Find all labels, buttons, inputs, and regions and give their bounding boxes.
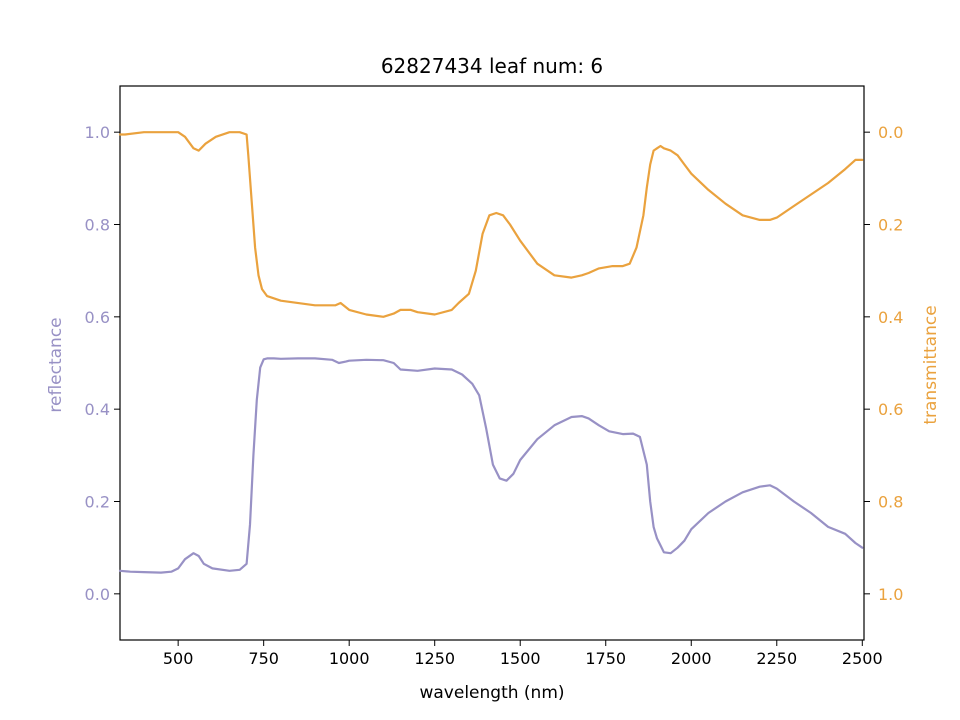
x-tick-label: 1500 <box>500 649 541 668</box>
right-y-tick-label: 0.8 <box>878 493 903 512</box>
x-tick-label: 1000 <box>329 649 370 668</box>
left-y-axis: 0.0 0.2 0.4 0.6 0.8 1.0 <box>85 123 120 604</box>
x-tick-label: 2500 <box>842 649 883 668</box>
plot-area <box>118 85 865 641</box>
reflectance-line <box>118 357 864 574</box>
x-tick-label: 1750 <box>585 649 626 668</box>
right-y-tick-label: 0.4 <box>878 308 903 327</box>
x-tick-label: 1250 <box>414 649 455 668</box>
x-tick-label: 2250 <box>756 649 797 668</box>
left-y-tick-label: 0.0 <box>85 585 110 604</box>
transmittance-line <box>118 131 864 318</box>
chart-title: 62827434 leaf num: 6 <box>381 54 603 78</box>
left-y-tick-label: 0.6 <box>85 308 110 327</box>
series-layer <box>118 131 864 574</box>
x-tick-label: 2000 <box>671 649 712 668</box>
x-axis: 500 750 1000 1250 1500 1750 2000 2250 2500 <box>163 640 883 668</box>
left-y-tick-label: 1.0 <box>85 123 110 142</box>
right-y-tick-label: 1.0 <box>878 585 903 604</box>
plot-frame <box>119 85 865 641</box>
right-y-axis: 0.0 0.2 0.4 0.6 0.8 1.0 <box>864 123 903 604</box>
left-y-tick-label: 0.8 <box>85 216 110 235</box>
x-tick-label: 500 <box>163 649 194 668</box>
right-y-tick-label: 0.0 <box>878 123 903 142</box>
right-y-tick-label: 0.2 <box>878 216 903 235</box>
left-y-axis-label: reflectance <box>46 317 66 412</box>
right-y-axis-label: transmittance <box>921 305 941 424</box>
x-axis-label: wavelength (nm) <box>419 683 564 703</box>
right-y-tick-label: 0.6 <box>878 400 903 419</box>
left-y-tick-label: 0.2 <box>85 493 110 512</box>
left-y-tick-label: 0.4 <box>85 400 110 419</box>
x-tick-label: 750 <box>248 649 279 668</box>
